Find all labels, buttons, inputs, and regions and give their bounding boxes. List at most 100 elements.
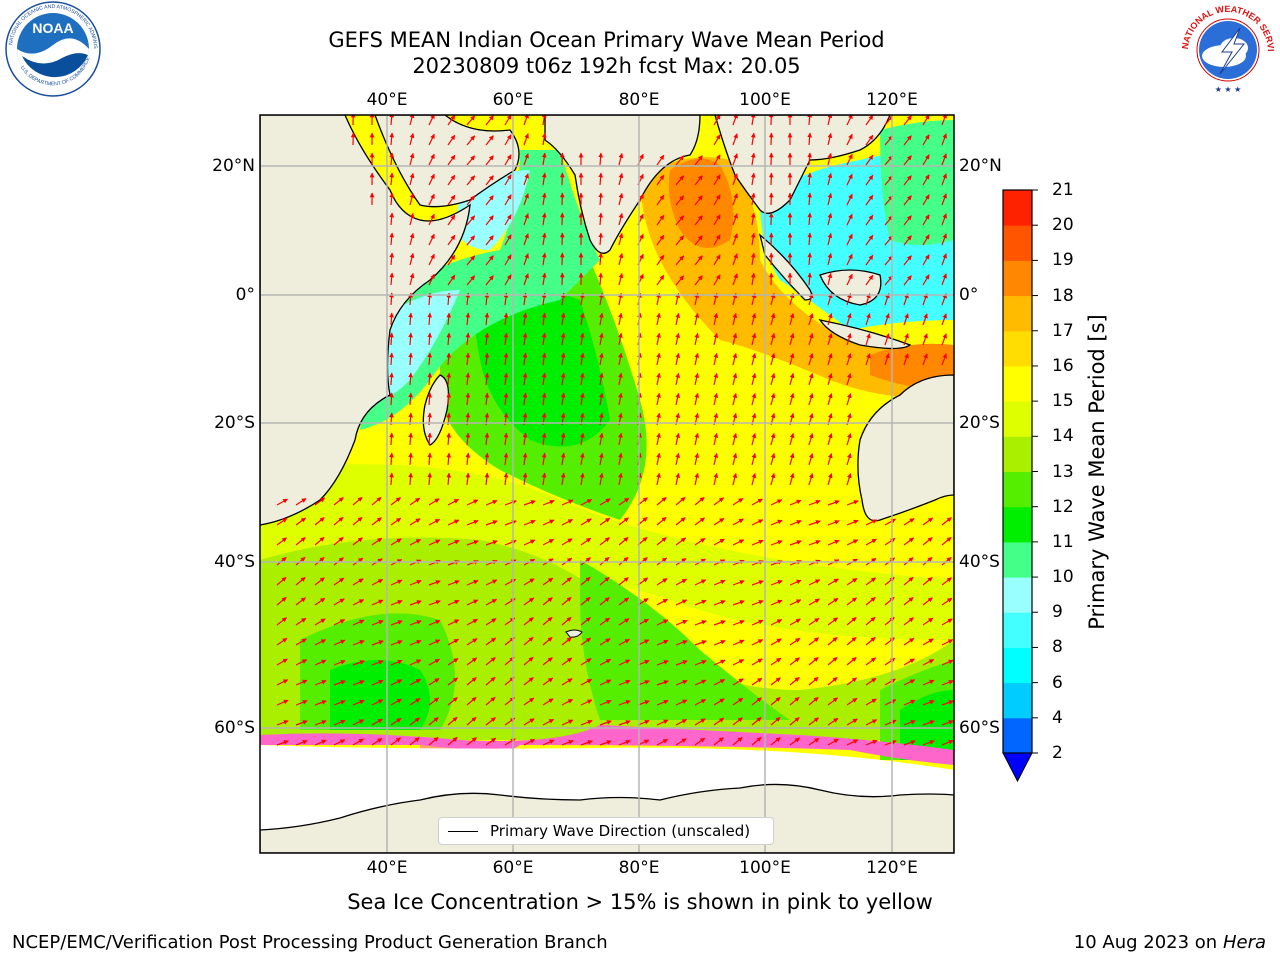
- wave-arrow: [789, 657, 800, 666]
- y-tick-left-60s: 60°S: [214, 718, 255, 738]
- wave-arrow: [903, 195, 912, 206]
- wave-arrow: [371, 660, 384, 666]
- wave-arrow: [523, 253, 529, 266]
- wave-arrow: [751, 639, 764, 646]
- wave-arrow: [732, 193, 738, 206]
- wave-arrow: [580, 699, 593, 706]
- wave-arrow: [865, 577, 876, 586]
- wave-arrow: [598, 432, 604, 446]
- wave-arrow: [827, 172, 833, 186]
- wave-arrow: [408, 452, 413, 466]
- wave-arrow: [542, 577, 554, 586]
- wave-arrow: [371, 496, 382, 506]
- wave-arrow: [675, 175, 685, 186]
- wave-arrow: [846, 739, 859, 746]
- wave-arrow: [485, 637, 497, 646]
- wave-arrow: [428, 273, 435, 286]
- wave-arrow: [561, 678, 573, 686]
- wave-arrow: [637, 719, 650, 726]
- chart-title: GEFS MEAN Indian Ocean Primary Wave Mean…: [328, 28, 885, 52]
- wave-arrow: [599, 658, 612, 666]
- wave-arrow: [808, 333, 814, 346]
- wave-arrow: [808, 373, 814, 386]
- wave-arrow: [865, 677, 877, 686]
- wave-arrow: [618, 720, 631, 726]
- wave-arrow: [808, 313, 814, 326]
- wave-arrow: [542, 718, 555, 726]
- wave-arrow: [599, 638, 611, 646]
- svg-text:★ ★ ★: ★ ★ ★: [1215, 85, 1242, 94]
- wave-arrow: [656, 516, 667, 526]
- wave-arrow: [770, 677, 781, 686]
- wave-arrow: [409, 717, 420, 726]
- wave-arrow: [694, 737, 706, 746]
- wave-arrow: [922, 174, 930, 186]
- wave-arrow: [371, 620, 384, 626]
- wave-arrow: [599, 720, 612, 726]
- colorbar-label-11: 11: [1052, 531, 1074, 552]
- wave-arrow: [541, 352, 547, 366]
- wave-arrow: [656, 660, 669, 666]
- wave-arrow: [295, 497, 307, 506]
- wave-arrow: [541, 212, 547, 226]
- wave-arrow: [884, 353, 890, 366]
- wave-arrow: [427, 432, 433, 446]
- wave-arrow: [389, 212, 395, 226]
- wave-arrow: [865, 214, 874, 226]
- wave-arrow: [732, 173, 738, 186]
- wave-arrow: [656, 719, 669, 726]
- footer-date-text: 10 Aug 2023 on: [1073, 932, 1218, 953]
- wave-arrow: [409, 737, 420, 746]
- wave-arrow: [523, 519, 536, 526]
- colorbar-bin-13-14: [1003, 436, 1032, 472]
- wave-arrow: [827, 520, 840, 526]
- wave-arrow: [389, 132, 395, 146]
- wave-arrow: [941, 253, 947, 266]
- wave-arrow: [522, 472, 528, 486]
- wave-arrow: [750, 232, 756, 246]
- wave-arrow: [409, 697, 421, 706]
- wave-arrow: [884, 657, 896, 666]
- wave-arrow: [295, 576, 306, 586]
- wave-arrow: [333, 516, 344, 526]
- wave-arrow: [808, 473, 814, 486]
- wave-arrow: [789, 392, 795, 406]
- wave-arrow: [466, 638, 478, 646]
- wave-arrow: [808, 540, 821, 546]
- wave-arrow: [846, 253, 853, 266]
- y-tick-left-20n: 20°N: [212, 156, 255, 176]
- wave-arrow: [561, 596, 572, 606]
- wave-arrow: [637, 700, 650, 706]
- wave-arrow: [504, 234, 512, 246]
- wave-arrow: [409, 212, 415, 226]
- wave-arrow: [466, 677, 477, 686]
- wave-arrow: [846, 273, 853, 286]
- wave-arrow: [751, 677, 763, 686]
- wave-arrow: [732, 717, 743, 726]
- wave-arrow: [656, 234, 665, 246]
- wave-arrow: [732, 736, 743, 746]
- wave-arrow: [466, 599, 479, 606]
- nws-logo: NATIONAL WEATHER SERVICE ★ ★ ★: [1178, 0, 1276, 95]
- wave-arrow: [276, 556, 287, 566]
- wave-arrow: [541, 272, 547, 286]
- wave-arrow: [598, 312, 604, 326]
- wave-arrow: [618, 172, 624, 186]
- wave-arrow: [485, 255, 494, 266]
- wave-arrow: [503, 312, 509, 326]
- wave-arrow: [770, 499, 783, 506]
- wave-arrow: [504, 254, 512, 266]
- colorbar-label-16: 16: [1052, 355, 1074, 376]
- wave-arrow: [846, 597, 857, 606]
- wave-arrow: [389, 312, 394, 326]
- wave-arrow: [884, 699, 897, 706]
- wave-arrow: [504, 115, 512, 126]
- wave-arrow: [941, 556, 952, 566]
- wave-arrow: [580, 617, 591, 626]
- wave-arrow: [390, 620, 403, 626]
- wave-arrow: [713, 452, 719, 466]
- wave-arrow: [656, 699, 669, 706]
- wave-arrow: [903, 115, 912, 126]
- wave-arrow: [522, 452, 528, 466]
- wave-arrow: [560, 352, 566, 366]
